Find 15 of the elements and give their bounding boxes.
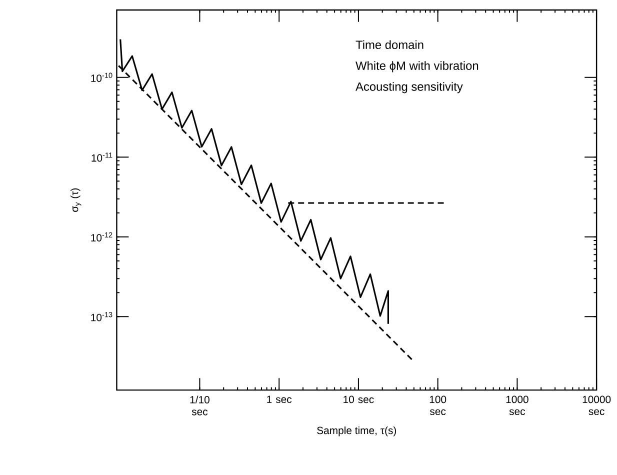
x-tick-label: 10 sec	[344, 396, 374, 404]
y-axis-title: σ$_{y}$ (τ)	[70, 188, 82, 212]
x-tick-label: 1000 sec	[506, 396, 528, 416]
annotation: Time domain	[356, 40, 424, 50]
y-tick-label: 10$^{-13}$	[91, 312, 112, 322]
y-tick-label: 10$^{-12}$	[91, 232, 112, 242]
x-axis-title: Sample time, τ(s)	[317, 426, 396, 436]
annotation: Acousting sensitivity	[356, 82, 463, 94]
y-tick-label: 10$^{-10}$	[91, 72, 112, 82]
x-tick-label: 1/10 sec	[190, 396, 210, 416]
y-tick-label: 10$^{-11}$	[92, 152, 112, 162]
x-tick-label: 100 sec	[430, 396, 446, 416]
x-tick-label: 1 sec	[267, 396, 292, 404]
x-tick-label: 10000 sec	[582, 396, 611, 416]
annotation: White ϕM with vibration	[356, 61, 478, 72]
